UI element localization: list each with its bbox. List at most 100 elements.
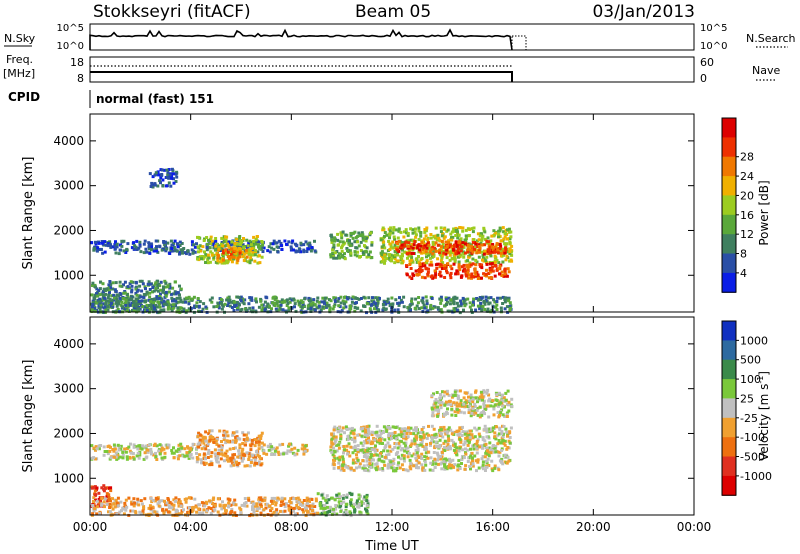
echo-cell [209, 239, 213, 243]
echo-cell [335, 493, 339, 497]
echo-cell [289, 450, 293, 454]
echo-cell [510, 397, 514, 401]
echo-cell [102, 484, 106, 488]
echo-cell [305, 506, 309, 510]
echo-cell [139, 445, 143, 449]
echo-cell [505, 415, 509, 418]
echo-cell [90, 309, 94, 313]
echo-cell [337, 446, 341, 450]
echo-cell [349, 234, 353, 238]
echo-cell [407, 239, 411, 243]
echo-cell [341, 496, 345, 500]
echo-cell [307, 296, 311, 300]
echo-cell [460, 434, 464, 437]
echo-cell [476, 460, 480, 464]
colorbar-segment [722, 137, 736, 158]
echo-cell [247, 241, 251, 245]
echo-cell [95, 292, 98, 296]
echo-cell [105, 495, 109, 499]
echo-cell [467, 408, 471, 412]
echo-cell [473, 454, 477, 458]
echo-cell [247, 252, 251, 256]
echo-cell [155, 458, 159, 461]
echo-cell [349, 253, 353, 257]
echo-cell [261, 306, 265, 310]
echo-cell [455, 243, 459, 247]
echo-cell [208, 298, 212, 302]
echo-cell [470, 276, 473, 280]
echo-cell [453, 256, 457, 260]
echo-cell [487, 276, 491, 280]
echo-cell [224, 503, 227, 507]
echo-cell [378, 467, 382, 471]
echo-cell [353, 253, 357, 257]
echo-cell [363, 305, 367, 308]
echo-cell [456, 255, 460, 259]
echo-cell [138, 450, 142, 454]
echo-cell [405, 451, 409, 454]
echo-cell [128, 303, 132, 307]
echo-cell [509, 306, 512, 310]
echo-cell [356, 444, 360, 448]
echo-cell [255, 300, 258, 304]
echo-cell [190, 446, 194, 450]
echo-cell [375, 453, 379, 457]
echo-cell [400, 300, 404, 304]
echo-cell [174, 299, 178, 303]
echo-cell [183, 447, 187, 451]
echo-cell [340, 246, 343, 250]
echo-cell [370, 299, 374, 303]
echo-cell [188, 506, 191, 510]
echo-cell [340, 308, 344, 312]
echo-cell [392, 462, 396, 466]
echo-cell [114, 290, 118, 293]
echo-cell [423, 448, 427, 451]
power-heatmap [90, 167, 514, 315]
echo-cell [456, 433, 460, 437]
echo-cell [94, 242, 98, 246]
echo-cell [91, 300, 95, 304]
echo-cell [185, 296, 189, 300]
echo-cell [353, 296, 357, 300]
echo-cell [459, 302, 463, 306]
echo-cell [202, 445, 206, 449]
echo-cell [356, 450, 360, 453]
echo-cell [302, 510, 305, 514]
echo-cell [485, 427, 489, 431]
echo-cell [415, 463, 418, 467]
echo-cell [101, 251, 105, 255]
echo-cell [453, 260, 457, 264]
echo-cell [503, 453, 507, 457]
echo-cell [165, 303, 169, 307]
echo-cell [109, 456, 113, 460]
echo-cell [90, 305, 94, 309]
echo-cell [383, 301, 387, 305]
echo-cell [344, 233, 348, 237]
echo-cell [247, 458, 251, 461]
echo-cell [339, 435, 343, 439]
echo-cell [483, 390, 487, 394]
echo-cell [458, 426, 462, 430]
echo-cell [198, 503, 202, 507]
echo-cell [370, 448, 374, 452]
echo-cell [496, 248, 500, 252]
echo-cell [195, 242, 198, 246]
echo-cell [506, 455, 510, 459]
echo-cell [421, 444, 425, 448]
echo-cell [157, 300, 161, 304]
echo-cell [404, 435, 408, 439]
echo-cell [353, 250, 357, 254]
echo-cell [427, 243, 431, 247]
echo-cell [475, 297, 479, 300]
echo-cell [257, 506, 261, 510]
echo-cell [265, 305, 269, 309]
echo-cell [379, 439, 383, 443]
echo-cell [394, 453, 398, 456]
echo-cell [250, 296, 254, 300]
echo-cell [463, 298, 466, 302]
echo-cell [353, 502, 357, 506]
echo-cell [249, 444, 253, 448]
echo-cell [198, 433, 202, 437]
echo-cell [154, 455, 158, 459]
echo-cell [482, 428, 486, 432]
